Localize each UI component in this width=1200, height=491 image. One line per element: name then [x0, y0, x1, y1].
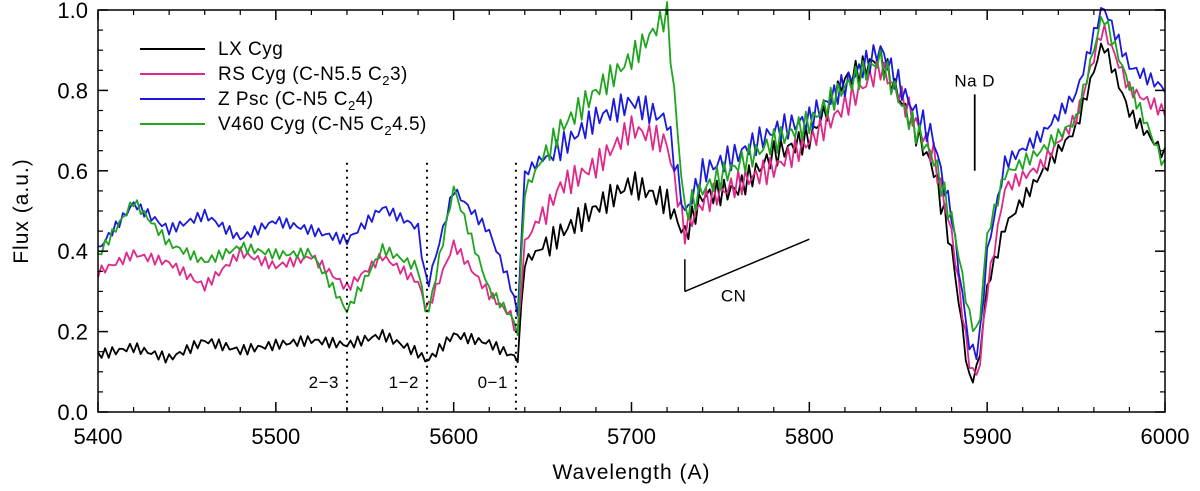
cn-label: CN	[721, 286, 747, 305]
legend-label-sub: 2	[382, 73, 390, 88]
nad-label: Na D	[954, 71, 995, 90]
band-marker-label: 1−2	[389, 373, 419, 392]
y-tick-label: 1.0	[57, 0, 88, 23]
band-marker-label: 2−3	[309, 373, 339, 392]
y-axis-title: Flux (a.u.)	[10, 158, 33, 264]
legend-label-main: LX Cyg	[218, 39, 283, 60]
legend-label-2: Z Psc (C-N5 C24)	[218, 89, 374, 113]
legend-label-1: RS Cyg (C-N5.5 C23)	[218, 64, 408, 88]
x-tick-label: 5800	[785, 424, 834, 449]
x-axis-title: Wavelength (A)	[553, 461, 711, 484]
legend-label-tail: 3)	[390, 64, 408, 85]
y-tick-label: 0.8	[57, 78, 88, 103]
legend-label-0: LX Cyg	[218, 39, 283, 60]
legend-label-3: V460 Cyg (C-N5 C24.5)	[218, 114, 427, 138]
y-tick-label: 0.2	[57, 320, 88, 345]
legend-label-tail: 4)	[356, 89, 374, 110]
y-axis-ticks: 0.0 0.2 0.4 0.6 0.8 1.0	[57, 0, 1165, 425]
cn-marker-slope	[684, 238, 810, 293]
legend-label-sub: 2	[384, 123, 392, 138]
series-line-2	[97, 7, 1166, 361]
series-line-1	[97, 23, 1166, 376]
legend-label-main: RS Cyg (C-N5.5 C	[218, 64, 382, 85]
legend-label-sub: 2	[348, 98, 356, 113]
x-tick-label: 5700	[607, 424, 656, 449]
x-tick-label: 5600	[429, 424, 478, 449]
x-tick-label: 6000	[1141, 424, 1190, 449]
x-axis-ticks: 5400 5500 5600 5700 5800 5900 6000	[74, 10, 1190, 449]
series-line-3	[97, 1, 1166, 336]
x-tick-label: 5500	[251, 424, 300, 449]
y-tick-label: 0.4	[57, 239, 88, 264]
legend-label-main: V460 Cyg (C-N5 C	[218, 114, 384, 135]
band-marker-label: 0−1	[478, 373, 508, 392]
band-marker-layer: 2−3 1−2 0−1	[309, 162, 517, 412]
x-tick-label: 5400	[74, 424, 123, 449]
series-layer	[97, 1, 1166, 384]
y-tick-label: 0.0	[57, 400, 88, 425]
annotation-layer: CN Na D	[684, 71, 995, 305]
legend-label-main: Z Psc (C-N5 C	[218, 89, 348, 110]
legend-label-tail: 4.5)	[392, 114, 427, 135]
y-tick-label: 0.6	[57, 159, 88, 184]
series-line-0	[97, 42, 1166, 384]
x-tick-label: 5900	[963, 424, 1012, 449]
